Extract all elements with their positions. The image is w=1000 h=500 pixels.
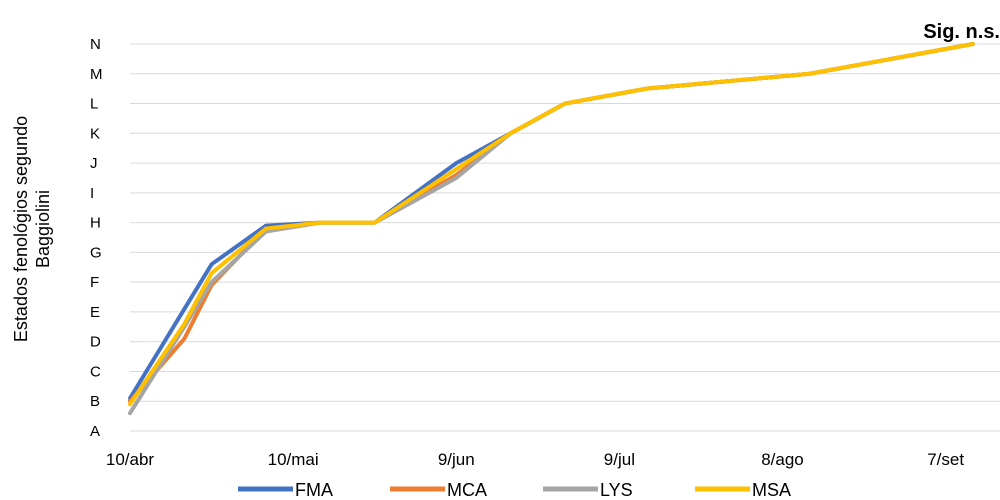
y-axis-title-line-2: Baggiolini [33, 190, 53, 268]
legend-label-mca: MCA [447, 480, 487, 500]
gridlines [130, 43, 1000, 402]
series-line-fma [128, 42, 975, 401]
series-lines [128, 42, 975, 416]
y-tick-label: D [90, 334, 101, 351]
x-tick-label: 10/mai [268, 450, 319, 469]
legend-label-fma: FMA [295, 480, 333, 500]
y-tick-label: B [90, 393, 100, 410]
y-tick-label: A [90, 423, 100, 440]
y-tick-label: C [90, 363, 101, 380]
x-axis-ticks: 10/abr 10/mai 9/jun 9/jul 8/ago 7/set [106, 450, 964, 469]
significance-annotation: Sig. n.s. [923, 21, 1000, 43]
y-tick-label: E [90, 304, 100, 321]
y-tick-label: N [90, 36, 101, 53]
x-tick-label: 10/abr [106, 450, 155, 469]
y-tick-label: G [90, 244, 102, 261]
y-tick-label: L [90, 96, 98, 113]
y-tick-label: I [90, 185, 94, 202]
y-tick-label: M [90, 66, 103, 83]
legend: FMA MCA LYS MSA [238, 480, 791, 500]
legend-label-msa: MSA [752, 480, 791, 500]
y-tick-label: K [90, 125, 100, 142]
series-line-msa [128, 42, 975, 407]
x-tick-label: 9/jul [604, 450, 635, 469]
x-tick-label: 7/set [927, 450, 964, 469]
y-tick-label: H [90, 215, 101, 232]
x-tick-label: 8/ago [761, 450, 804, 469]
legend-label-lys: LYS [600, 480, 633, 500]
y-tick-label: F [90, 274, 99, 291]
y-axis-title-line-1: Estados fenológios segundo [11, 116, 31, 342]
y-tick-label: J [90, 155, 98, 172]
x-tick-label: 9/jun [438, 450, 475, 469]
series-line-lys [128, 42, 975, 416]
